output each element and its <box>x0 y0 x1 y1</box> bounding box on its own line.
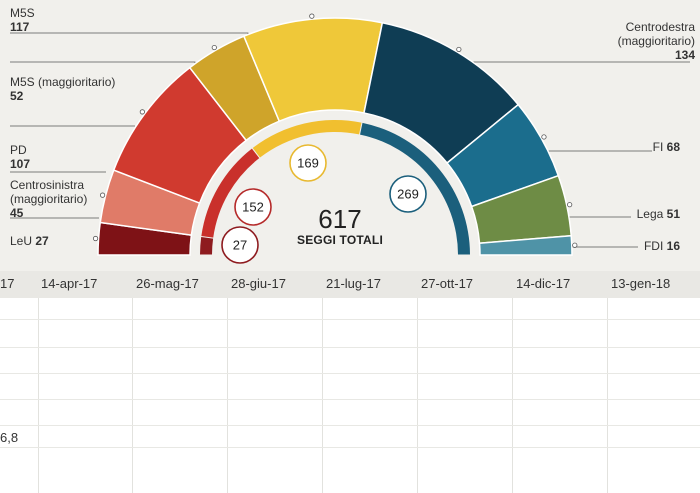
label-m5s-name: M5S <box>10 6 35 20</box>
label-m5s-magg-name: M5S (maggioritario) <box>10 75 116 89</box>
column-separator <box>607 298 608 493</box>
seat-marker-leu <box>92 235 99 242</box>
column-header-date: 14-dic-17 <box>516 276 571 291</box>
seat-marker-pd <box>139 109 145 115</box>
group-bubble-label-1: 152 <box>242 200 264 215</box>
cut-column-header: 17 <box>0 276 15 291</box>
column-header-date: 13-gen-18 <box>611 276 671 291</box>
label-pd: PD 107 <box>10 143 30 171</box>
label-fi-value: 68 <box>666 140 680 154</box>
column-header-date: 21-lug-17 <box>326 276 381 291</box>
column-header-date: 14-apr-17 <box>41 276 98 291</box>
row-separator <box>0 319 700 320</box>
group-ring-0 <box>200 237 214 255</box>
label-m5s: M5S 117 <box>10 6 35 34</box>
group-bubble-3 <box>389 175 427 213</box>
label-cd-value: 134 <box>674 48 695 62</box>
group-bubble-2 <box>289 144 327 182</box>
total-seats: 617 SEGGI TOTALI <box>280 205 400 247</box>
column-separator <box>38 298 39 493</box>
column-separator <box>512 298 513 493</box>
label-leu-name: LeU <box>10 234 33 248</box>
label-lega-name: Lega <box>636 207 664 221</box>
label-pd-name: PD <box>10 143 27 157</box>
group-bubble-1 <box>234 188 272 226</box>
row-separator <box>0 347 700 348</box>
label-lega-value: 51 <box>666 207 680 221</box>
total-seats-number: 617 <box>318 204 362 234</box>
label-fdi-value: 16 <box>666 239 680 253</box>
column-separator <box>132 298 133 493</box>
label-fdi: FDI 16 <box>590 239 680 253</box>
label-pd-value: 107 <box>10 157 31 171</box>
seat-marker-fdi <box>572 242 578 248</box>
seat-hemicycle-chart: 27 152 169 269 <box>10 13 690 264</box>
label-leu-value: 27 <box>35 234 49 248</box>
leader-line-1 <box>10 61 196 66</box>
row-separator <box>0 425 700 426</box>
group-bubble-label-3: 269 <box>397 187 419 202</box>
column-header-date: 28-giu-17 <box>231 276 286 291</box>
label-m5s-value: 117 <box>10 20 30 34</box>
label-m5s-maggioritario: M5S (maggioritario) 52 <box>10 75 120 103</box>
label-cs-name: Centrosinistra (maggioritario) <box>10 178 88 206</box>
label-fi: FI 68 <box>600 140 680 154</box>
group-ring-1 <box>201 148 260 238</box>
leader-line-0 <box>10 32 249 37</box>
poll-table-header <box>0 271 700 298</box>
seat-marker-cd_magg <box>456 46 462 53</box>
total-seats-label: SEGGI TOTALI <box>297 233 383 247</box>
seat-marker-cs_magg <box>99 192 106 198</box>
row-separator <box>0 399 700 400</box>
poll-table: 17 6,8 14-apr-17 26-mag-17 28-giu-17 21-lug… <box>0 271 700 493</box>
seat-marker-lega <box>567 202 573 208</box>
column-separator <box>417 298 418 493</box>
label-cs-value: 45 <box>10 206 24 220</box>
group-ring-2 <box>252 119 362 158</box>
row-separator <box>0 447 700 448</box>
column-header-date: 27-ott-17 <box>421 276 474 291</box>
group-ring-3 <box>360 122 470 255</box>
column-header-date: 26-mag-17 <box>136 276 199 291</box>
group-bubble-label-2: 169 <box>297 156 319 171</box>
label-m5s-magg-value: 52 <box>10 89 24 103</box>
label-centrodestra: Centrodestra (maggioritario) 134 <box>570 20 695 62</box>
seat-marker-m5s_magg <box>211 44 217 51</box>
label-lega: Lega 51 <box>590 207 680 221</box>
cut-column-value: 6,8 <box>0 430 19 445</box>
column-separator <box>227 298 228 493</box>
label-fdi-name: FDI <box>643 239 664 253</box>
seat-marker-fi <box>541 134 547 140</box>
seat-segment-fdi <box>478 234 573 256</box>
label-centrosinistra: Centrosinistra (maggioritario) 45 <box>10 178 120 220</box>
row-separator <box>0 373 700 374</box>
label-cd-name: Centrodestra (maggioritario) <box>617 20 695 48</box>
group-bubble-0 <box>221 226 259 264</box>
group-bubble-label-0: 27 <box>233 238 247 253</box>
seat-marker-m5s <box>309 13 315 19</box>
label-fi-name: FI <box>652 140 664 154</box>
column-separator <box>322 298 323 493</box>
label-leu: LeU 27 <box>10 234 49 248</box>
